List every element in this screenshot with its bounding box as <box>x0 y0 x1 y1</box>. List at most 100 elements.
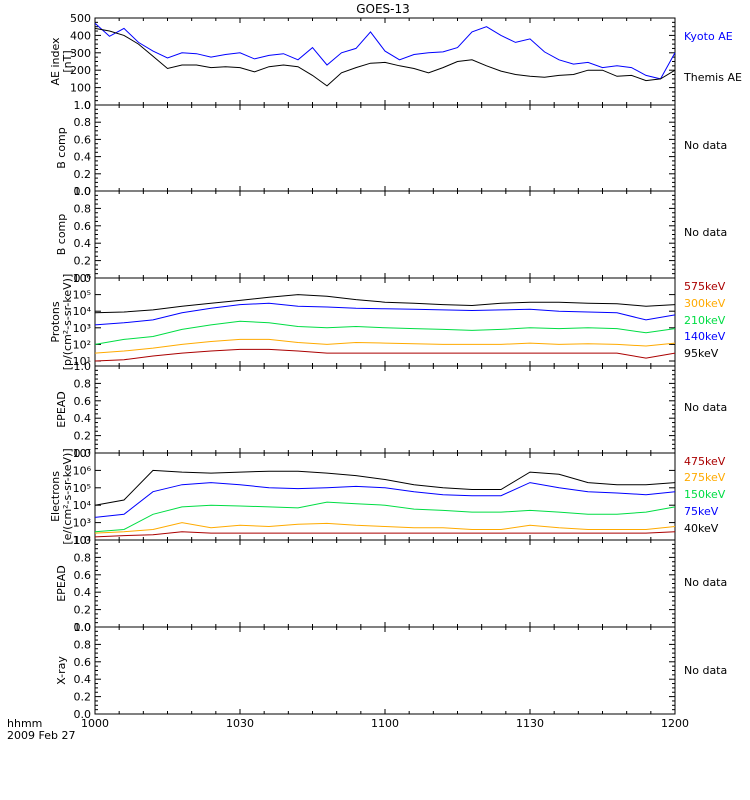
y-tick-label: 10³ <box>73 322 91 335</box>
legend-entry: 95keV <box>684 347 719 360</box>
panel-ae: 0 100 200 300 400 500 AE index [nT] Kyoto AE Them… <box>49 12 742 112</box>
y-tick-label: 0.6 <box>74 220 92 233</box>
panel-electrons: 10² 10³ 10⁴ 10⁵ 10⁶ 10⁷ Electrons [e/(cm²-s-sr-… <box>49 447 726 547</box>
x-tick-label: 1130 <box>516 717 544 730</box>
y-tick-label: 0.2 <box>74 430 92 443</box>
y-tick-label: 200 <box>70 64 91 77</box>
series-line <box>94 27 676 87</box>
x-tick-label: 1200 <box>661 717 689 730</box>
y-tick-label: 10⁶ <box>73 464 92 477</box>
no-data-label: No data <box>684 664 727 677</box>
y-axis-label: [p/(cm²-s-sr-keV)] <box>61 274 74 371</box>
series-line <box>94 531 676 538</box>
y-tick-label: 400 <box>70 29 91 42</box>
legend-entry: 150keV <box>684 488 726 501</box>
y-tick-label: 0.0 <box>74 185 92 198</box>
y-tick-label: 0.2 <box>74 604 92 617</box>
x-axis-corner-label-hhmm: hhmm <box>7 717 42 730</box>
y-axis-label: AE index <box>49 37 62 86</box>
y-axis-label: [e/(cm²-s-sr-keV)] <box>61 448 74 544</box>
y-axis-label: X-ray <box>55 656 68 685</box>
y-tick-label: 300 <box>70 47 91 60</box>
y-tick-label: 0.2 <box>74 255 92 268</box>
y-tick-label: 0 <box>84 99 91 112</box>
y-axis-label: EPEAD <box>55 391 68 428</box>
y-tick-label: 10² <box>73 338 91 351</box>
panel-protons: 10¹ 10² 10³ 10⁴ 10⁵ 10⁶ Protons [p/(cm²-s-sr-ke… <box>49 272 726 370</box>
y-tick-label: 1.0 <box>74 534 92 547</box>
panel-epead2: 0.0 0.2 0.4 0.6 0.8 1.0 EPEAD No data <box>55 534 727 634</box>
y-tick-label: 0.8 <box>74 551 92 564</box>
legend-entry: Themis AE <box>683 71 742 84</box>
y-tick-label: 0.2 <box>74 168 92 181</box>
panel-b2: 0.0 0.2 0.4 0.6 0.8 1.0 B comp No data <box>55 185 727 285</box>
panel-frame <box>94 365 676 454</box>
y-tick-label: 1.0 <box>74 99 92 112</box>
y-tick-label: 0.2 <box>74 691 92 704</box>
y-tick-label: 100 <box>70 82 91 95</box>
y-tick-label: 0.6 <box>74 133 92 146</box>
x-axis: hhmm 2009 Feb 27 1000 1030 1100 1130 1200 <box>7 717 689 742</box>
y-tick-label: 0.4 <box>74 412 92 425</box>
panels-group: 0 100 200 300 400 500 AE index [nT] Kyoto AE Them… <box>49 12 742 721</box>
x-tick-label: 1000 <box>81 717 109 730</box>
y-tick-label: 0.4 <box>74 673 92 686</box>
y-tick-label: 1.0 <box>74 621 92 634</box>
panel-frame <box>94 626 676 715</box>
y-tick-label: 0.8 <box>74 638 92 651</box>
no-data-label: No data <box>684 226 727 239</box>
y-tick-label: 1.0 <box>74 360 92 373</box>
panel-b1: 0.0 0.2 0.4 0.6 0.8 1.0 B comp No data <box>55 99 727 198</box>
y-tick-label: 0.0 <box>74 621 92 634</box>
y-tick-label: 0.0 <box>74 447 92 460</box>
y-tick-label: 0.6 <box>74 656 92 669</box>
y-tick-label: 500 <box>70 12 91 25</box>
series-line <box>94 482 676 518</box>
legend-entry: 210keV <box>684 314 726 327</box>
series-line <box>94 22 676 80</box>
legend-entry: 275keV <box>684 471 726 484</box>
y-tick-label: 10⁴ <box>73 305 92 318</box>
y-tick-label: 1.0 <box>74 185 92 198</box>
y-tick-label: 10⁵ <box>73 289 91 302</box>
y-tick-label: 10³ <box>73 517 91 530</box>
legend-entry: 300keV <box>684 297 726 310</box>
panel-frame <box>94 17 676 106</box>
y-tick-label: 0.4 <box>74 151 92 164</box>
series-line <box>94 294 676 314</box>
y-tick-label: 0.8 <box>74 377 92 390</box>
legend-entry: 140keV <box>684 330 726 343</box>
panel-frame <box>94 104 676 192</box>
series-line <box>94 348 676 362</box>
series-line <box>94 501 676 533</box>
no-data-label: No data <box>684 401 727 414</box>
y-axis-label: Protons <box>49 301 62 342</box>
y-tick-label: 10¹ <box>73 355 91 368</box>
panel-epead1: 0.0 0.2 0.4 0.6 0.8 1.0 EPEAD No data <box>55 360 727 460</box>
legend-entry: 575keV <box>684 280 726 293</box>
series-line <box>94 338 676 354</box>
y-tick-label: 0.6 <box>74 569 92 582</box>
figure-title: GOES-13 <box>356 2 410 16</box>
x-axis-corner-label-date: 2009 Feb 27 <box>7 729 75 742</box>
legend-entry: 75keV <box>684 505 719 518</box>
y-tick-label: 10⁵ <box>73 482 91 495</box>
legend-entry: 40keV <box>684 522 719 535</box>
series-line <box>94 320 676 345</box>
y-tick-label: 0.0 <box>74 708 92 721</box>
y-tick-label: 10² <box>73 534 91 547</box>
legend-entry: 475keV <box>684 455 726 468</box>
y-tick-label: 0.0 <box>74 272 92 285</box>
series-line <box>94 469 676 506</box>
x-tick-label: 1100 <box>371 717 399 730</box>
y-axis-label: B comp <box>55 127 68 169</box>
legend-entry: Kyoto AE <box>684 30 733 43</box>
panel-xray: 0.0 0.2 0.4 0.6 0.8 1.0 X-ray No data <box>55 621 727 721</box>
y-tick-label: 10⁶ <box>73 272 92 285</box>
y-axis-label: B comp <box>55 214 68 256</box>
panel-frame <box>94 190 676 279</box>
y-axis-label: EPEAD <box>55 565 68 602</box>
no-data-label: No data <box>684 139 727 152</box>
y-tick-label: 10⁷ <box>73 447 91 460</box>
